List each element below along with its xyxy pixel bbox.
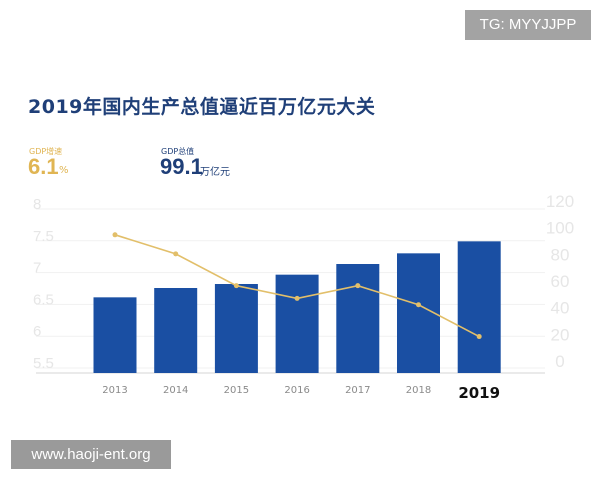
left-axis-tick: 6.5: [33, 291, 54, 308]
watermark-top: TG: MYYJJPP: [465, 10, 591, 40]
bar-2014: [154, 288, 198, 373]
left-axis-tick: 8: [33, 196, 41, 213]
x-tick-label: 2018: [406, 385, 431, 396]
kpi-growth-value: 6.1: [28, 154, 59, 179]
right-axis-tick: 40: [551, 299, 570, 318]
x-tick-label: 2014: [163, 385, 188, 396]
kpi-total-label: GDP总值: [161, 147, 195, 156]
x-tick-label: 2019: [458, 384, 500, 402]
x-tick-label: 2013: [102, 385, 127, 396]
left-axis-tick: 7: [33, 260, 41, 277]
bar-2017: [336, 264, 380, 373]
right-axis-tick: 0: [555, 352, 564, 371]
left-axis-tick: 7.5: [33, 228, 54, 245]
x-tick-label: 2015: [224, 385, 249, 396]
bar-2016: [275, 274, 319, 373]
x-tick-label: 2016: [284, 385, 309, 396]
growth-point-2016: [294, 295, 300, 301]
growth-point-2013: [112, 232, 118, 238]
x-tick-label: 2017: [345, 385, 370, 396]
kpi-growth-label: GDP增速: [29, 147, 63, 156]
right-axis-tick: 60: [551, 272, 570, 291]
bar-2015: [214, 284, 258, 373]
bar-2019: [457, 241, 501, 373]
growth-point-2019: [476, 334, 482, 340]
right-axis-tick: 80: [551, 245, 570, 264]
left-axis-tick: 6: [33, 323, 41, 340]
watermark-bottom: www.haoji-ent.org: [11, 440, 171, 469]
bar-2013: [93, 297, 137, 373]
kpi-total-value: 99.1: [160, 154, 203, 179]
right-axis-tick: 100: [546, 219, 574, 238]
growth-point-2014: [173, 251, 179, 257]
growth-point-2018: [416, 302, 421, 308]
growth-point-2017: [355, 283, 361, 289]
kpi-growth-unit: %: [59, 165, 69, 176]
kpi-total-unit: 万亿元: [200, 167, 230, 178]
chart-title: 2019年国内生产总值逼近百万亿元大关: [28, 96, 376, 118]
left-axis-tick: 5.5: [33, 355, 54, 372]
growth-point-2015: [233, 283, 239, 289]
right-axis-tick: 20: [551, 325, 570, 344]
right-axis-tick: 120: [546, 192, 574, 211]
